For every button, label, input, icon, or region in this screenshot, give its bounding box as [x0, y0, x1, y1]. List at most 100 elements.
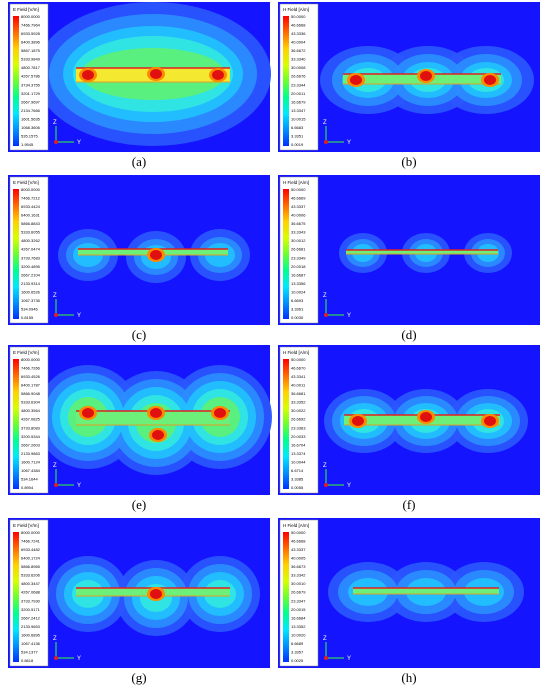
legend-value: 1067.3735	[21, 298, 41, 303]
axis-label: Y	[347, 483, 351, 489]
legend: H Field [A/m] 50.0000 46.6668 43.3336 40.000…	[279, 3, 319, 151]
legend: E Field [V/m] 8000.0000 7466.7241 6933.4482…	[9, 519, 49, 667]
legend-value: 5333.6304	[21, 400, 41, 405]
legend-value: 7466.7964	[21, 23, 41, 28]
axis-label: Z	[323, 636, 327, 642]
legend-value: 4800.7817	[21, 65, 41, 70]
legend-value: 10.0024	[291, 289, 306, 294]
legend-title: E Field [V/m]	[13, 350, 39, 355]
axis-label: Y	[347, 140, 351, 146]
legend-value: 6.6689	[291, 641, 304, 646]
structure	[346, 250, 498, 254]
axis-label: Z	[323, 463, 327, 469]
legend-value: 535.1575	[21, 133, 38, 138]
hot-spot	[484, 416, 496, 426]
legend-value: 43.3336	[291, 31, 306, 36]
legend-value: 26.6679	[291, 590, 306, 595]
legend-title: E Field [V/m]	[13, 523, 39, 528]
legend-title: H Field [A/m]	[283, 523, 309, 528]
axis-label: Y	[77, 140, 81, 146]
legend-value: 13.3347	[291, 108, 306, 113]
legend-value: 4800.3262	[21, 238, 41, 243]
axis-label: Y	[347, 656, 351, 662]
panel-label: (d)	[401, 327, 416, 342]
legend-value: 10.0044	[291, 459, 306, 464]
legend-value: 50.0000	[291, 187, 306, 192]
hot-spot	[150, 408, 162, 418]
legend-value: 6933.4424	[21, 204, 41, 209]
panel: E Field [V/m] 8000.0000 7466.7266 6933.4526…	[8, 345, 272, 495]
legend-title: H Field [A/m]	[283, 180, 309, 185]
legend: E Field [V/m] 8000.0000 7466.7212 6933.4424…	[9, 176, 49, 324]
axis-label: Z	[53, 120, 57, 126]
legend-value: 0.0055	[291, 485, 304, 490]
legend-value: 3.3361	[291, 306, 304, 311]
legend-value: 6933.4526	[21, 374, 41, 379]
legend-value: 36.6681	[291, 391, 306, 396]
legend-value: 5866.8965	[21, 564, 41, 569]
hot-spot	[420, 71, 432, 81]
legend-value: 30.0022	[291, 408, 306, 413]
legend: H Field [A/m] 50.0000 46.6670 43.3341 40.001…	[279, 346, 319, 494]
legend-value: 3.3351	[291, 133, 304, 138]
legend-value: 10.0015	[291, 116, 306, 121]
legend-value: 23.3363	[291, 425, 306, 430]
panel: H Field [A/m] 50.0000 46.6668 43.3337 40.000…	[278, 518, 540, 668]
legend-value: 1600.6526	[21, 289, 41, 294]
legend-value: 3200.4895	[21, 264, 41, 269]
legend-value: 23.3347	[291, 598, 306, 603]
hot-spot	[214, 408, 226, 418]
legend-value: 36.6672	[291, 48, 306, 53]
legend-value: 3733.8083	[21, 425, 41, 430]
axis-origin	[324, 656, 328, 660]
legend-value: 6933.5928	[21, 31, 41, 36]
legend-value: 5867.1875	[21, 48, 41, 53]
panel: E Field [V/m] 8000.0000 7466.7964 6933.5928…	[8, 2, 271, 152]
axis-origin	[54, 313, 58, 317]
axis-origin	[54, 656, 58, 660]
legend-value: 40.0011	[291, 383, 306, 388]
legend-value: 30.0010	[291, 581, 306, 586]
legend-value: 5333.9849	[21, 57, 41, 62]
legend-value: 46.6668	[291, 23, 306, 28]
panel: H Field [A/m] 50.0000 46.6668 43.3336 40.000…	[278, 2, 540, 152]
legend-value: 6.6693	[291, 298, 304, 303]
legend-title: H Field [A/m]	[283, 350, 309, 355]
hot-spot	[150, 69, 162, 79]
axis-label: Z	[53, 293, 57, 299]
legend-value: 4267.0825	[21, 417, 41, 422]
legend-value: 20.0011	[291, 91, 306, 96]
panel-label: (b)	[401, 154, 416, 169]
legend-value: 7466.7212	[21, 196, 41, 201]
legend-value: 36.6675	[291, 221, 306, 226]
color-bar	[283, 359, 289, 489]
legend-value: 7466.7266	[21, 366, 41, 371]
legend-value: 46.6668	[291, 539, 306, 544]
legend-value: 40.0004	[291, 40, 306, 45]
legend-value: 1600.6895	[21, 632, 41, 637]
legend-value: 5866.9048	[21, 391, 41, 396]
legend-value: 2667.2412	[21, 615, 41, 620]
legend-value: 5333.6206	[21, 573, 41, 578]
legend-value: 5866.8843	[21, 221, 41, 226]
legend-value: 40.0005	[291, 556, 306, 561]
legend-value: 5333.6055	[21, 230, 41, 235]
legend-value: 534.0946	[21, 306, 38, 311]
color-bar	[13, 189, 19, 319]
hot-spot	[350, 75, 362, 85]
panel-label: (a)	[132, 154, 146, 169]
legend-value: 1600.7124	[21, 459, 41, 464]
legend-value: 1068.3606	[21, 125, 41, 130]
legend-value: 33.3342	[291, 573, 306, 578]
hot-spot	[82, 70, 94, 80]
axis-label: Z	[53, 463, 57, 469]
legend-value: 50.0000	[291, 530, 306, 535]
axis-origin	[54, 483, 58, 487]
legend-value: 26.6676	[291, 74, 306, 79]
legend-value: 0.0019	[291, 142, 304, 147]
legend-value: 16.6679	[291, 99, 306, 104]
legend-title: E Field [V/m]	[13, 180, 39, 185]
panel: H Field [A/m] 50.0000 46.6669 43.3337 40.000…	[278, 175, 540, 325]
hot-spot	[82, 408, 94, 418]
